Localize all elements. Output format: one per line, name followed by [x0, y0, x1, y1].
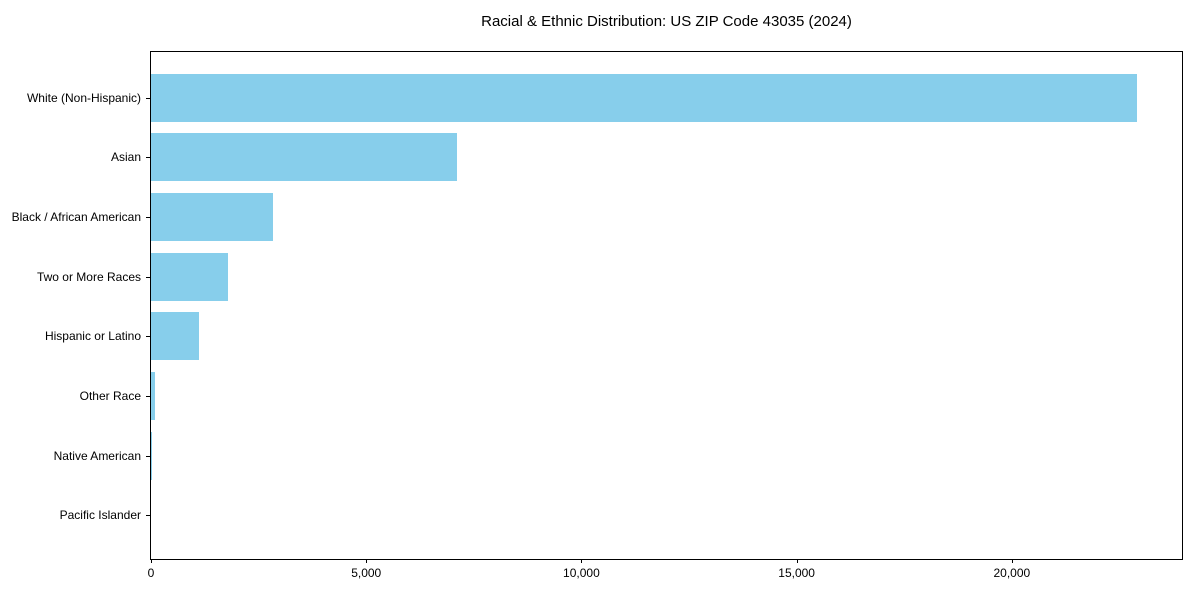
y-tick-two-or-more-races: [146, 276, 150, 278]
y-tick-label-black-african-american: Black / African American: [11, 210, 141, 225]
x-tick-label-15000: 15,000: [778, 566, 815, 580]
y-tick-asian: [146, 157, 150, 159]
y-tick-pacific-islander: [146, 515, 150, 517]
y-tick-label-native-american: Native American: [53, 448, 141, 463]
chart-title: Racial & Ethnic Distribution: US ZIP Cod…: [481, 13, 852, 30]
bar-two-or-more-races: [151, 252, 229, 301]
x-tick-label-0: 0: [147, 566, 155, 580]
y-tick-label-two-or-more-races: Two or More Races: [36, 269, 141, 284]
y-tick-white-non-hispanic: [146, 97, 150, 99]
y-tick-other-race: [146, 395, 150, 397]
x-tick-0: [151, 559, 152, 563]
x-tick-10000: [581, 559, 583, 563]
bar-black-african-american: [151, 193, 273, 242]
plot-area: White (Non-Hispanic) Asian Black / African…: [12, 51, 1183, 580]
x-tick-label-10000: 10,000: [563, 566, 600, 580]
y-tick-hispanic-or-latino: [146, 336, 150, 338]
y-tick-native-american: [146, 455, 150, 457]
y-tick-label-asian: Asian: [110, 150, 141, 165]
x-tick-label-5000: 5,000: [351, 566, 382, 580]
y-tick-label-pacific-islander: Pacific Islander: [59, 508, 141, 523]
bar-other-race: [151, 371, 156, 420]
x-tick-15000: [796, 559, 798, 563]
y-tick-label-other-race: Other Race: [79, 388, 141, 403]
y-tick-label-white-non-hispanic: White (Non-Hispanic): [26, 90, 141, 105]
x-tick-5000: [366, 559, 368, 563]
bar-white-non-hispanic: [151, 73, 1137, 122]
bar-asian: [151, 133, 457, 182]
x-tick-label-20000: 20,000: [993, 566, 1031, 580]
y-tick-label-hispanic-or-latino: Hispanic or Latino: [44, 329, 141, 344]
bar-hispanic-or-latino: [151, 312, 200, 361]
bar-native-american: [151, 431, 153, 480]
y-tick-black-african-american: [146, 217, 150, 219]
x-tick-20000: [1011, 559, 1013, 563]
